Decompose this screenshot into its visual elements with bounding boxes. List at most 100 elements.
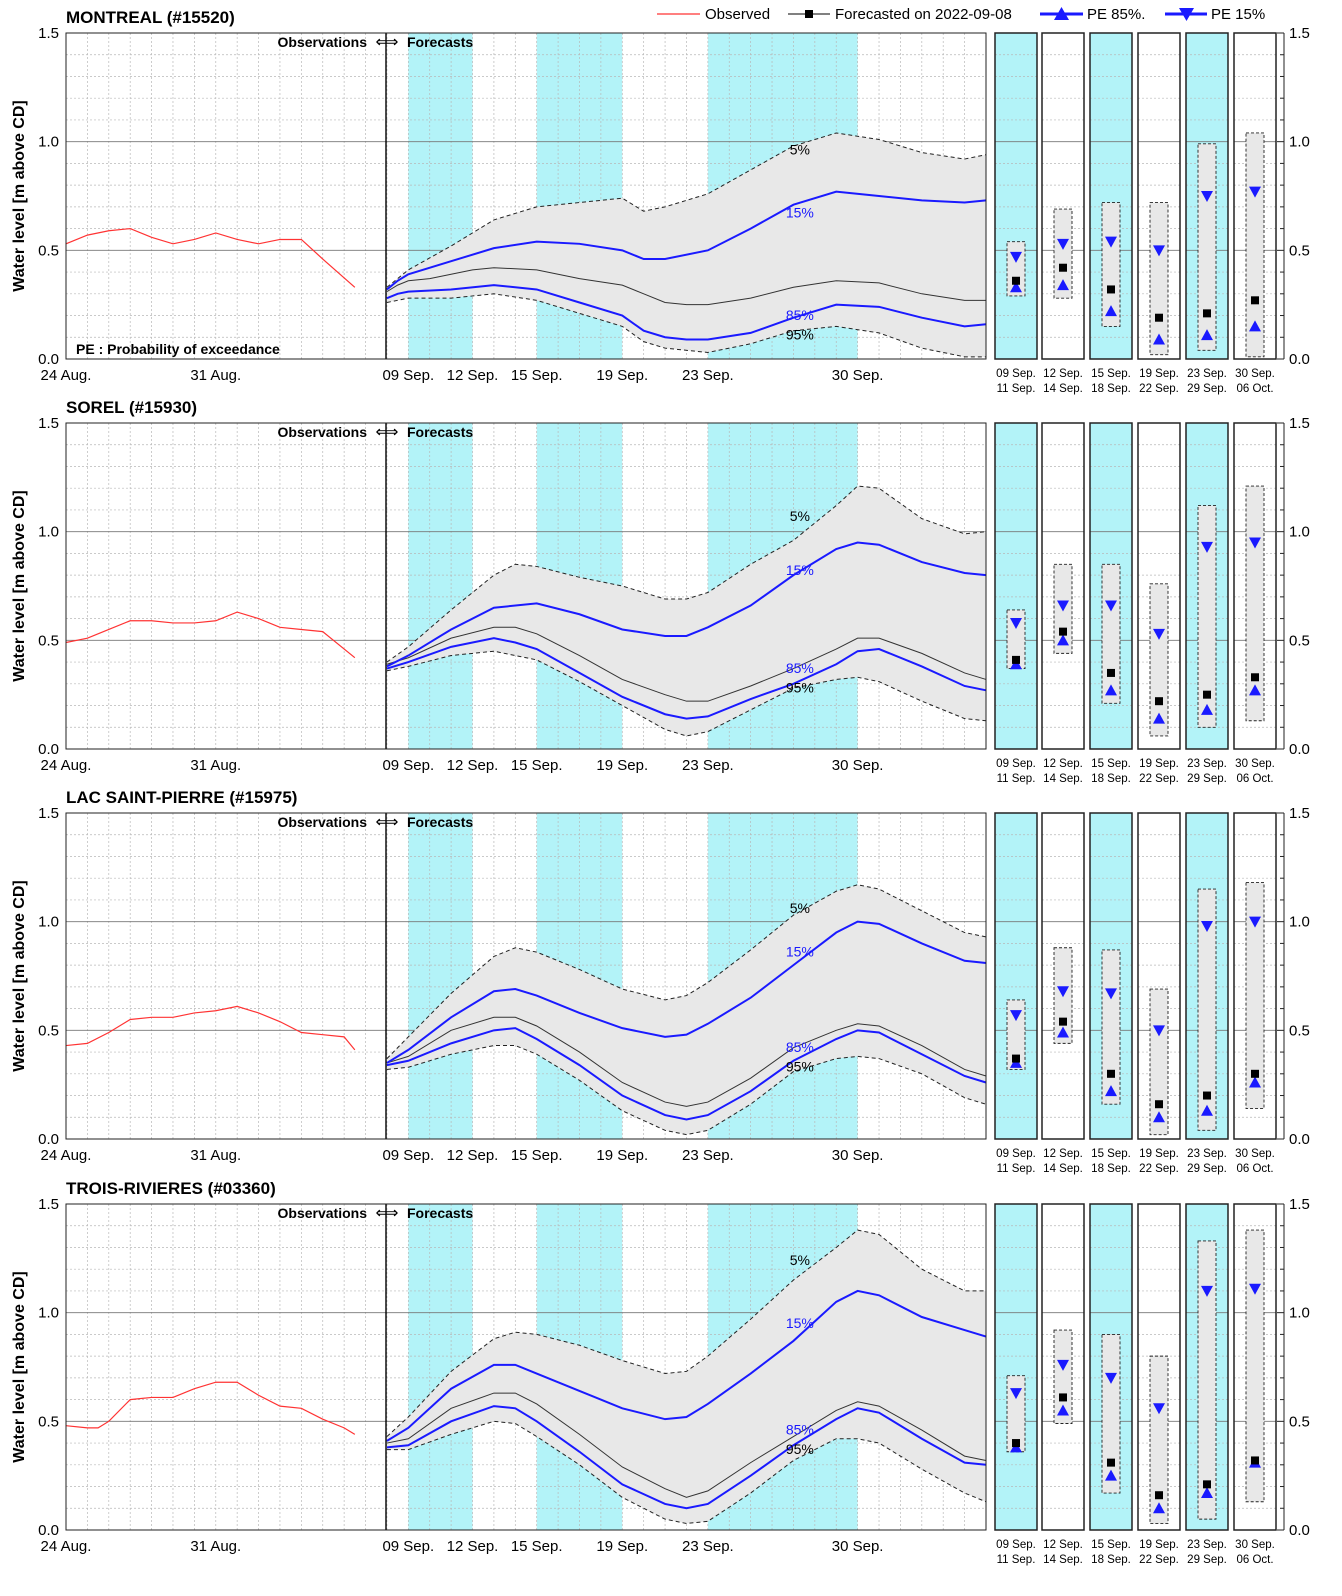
pe15-line xyxy=(386,541,987,668)
period-box-6: 30 Sep. 06 Oct. xyxy=(1233,1203,1277,1566)
legend-forecast-marker xyxy=(805,10,813,18)
period-shade xyxy=(995,1204,1037,1530)
label-pct85: 85% xyxy=(786,1039,814,1055)
period-pe85-marker xyxy=(1201,329,1213,341)
right-y-tick-label: 1.5 xyxy=(1289,805,1310,822)
period-box-2: 12 Sep. 14 Sep. xyxy=(1041,1203,1085,1566)
double-arrow-icon: ⟺ xyxy=(376,814,399,831)
period-range-box xyxy=(1101,563,1121,704)
right-y-tick-label: 1.5 xyxy=(1289,25,1310,42)
period-forecast-marker xyxy=(1251,1456,1259,1465)
legend-forecast-label: Forecasted on 2022-09-08 xyxy=(835,6,1012,23)
period-pe85-marker xyxy=(1201,1487,1213,1499)
period-box-4: 19 Sep. 22 Sep. xyxy=(1137,422,1181,785)
period-pe15-marker xyxy=(1057,238,1069,250)
forecasts-label: Forecasts xyxy=(407,424,473,440)
pe15-line xyxy=(386,190,987,291)
period-end-label: 18 Sep. xyxy=(1091,383,1131,395)
double-arrow-icon: ⟺ xyxy=(376,34,399,51)
period-box-6: 30 Sep. 06 Oct. xyxy=(1233,422,1277,785)
period-box-5: 23 Sep. 29 Sep. xyxy=(1185,812,1229,1175)
x-tick-label: 23 Sep. xyxy=(682,1538,734,1555)
forecast-line xyxy=(386,267,986,306)
main-axes-frame xyxy=(65,32,987,360)
right-y-tick-label: 0.5 xyxy=(1289,242,1310,259)
double-arrow-icon: ⟺ xyxy=(376,424,399,441)
period-range-box xyxy=(1197,1240,1217,1520)
period-start-label: 23 Sep. xyxy=(1187,368,1227,380)
label-pct5: 5% xyxy=(790,508,810,524)
pe85-line xyxy=(386,637,987,720)
x-tick-label: 15 Sep. xyxy=(511,1147,563,1164)
period-forecast-marker xyxy=(1012,655,1020,664)
x-tick-label: 09 Sep. xyxy=(382,367,434,384)
period-start-label: 19 Sep. xyxy=(1139,1148,1179,1160)
period-end-label: 18 Sep. xyxy=(1091,773,1131,785)
period-range-box xyxy=(1053,1329,1073,1424)
period-pe85-marker xyxy=(1153,1111,1165,1123)
right-y-tick-label: 0.0 xyxy=(1289,351,1310,368)
period-pe15-marker xyxy=(1010,251,1022,263)
main-axes-frame xyxy=(65,422,987,750)
pe5-line xyxy=(386,884,987,1059)
label-pct15: 15% xyxy=(786,562,814,578)
period-frame xyxy=(1041,32,1085,360)
forecasts-label: Forecasts xyxy=(407,34,473,50)
period-range-box xyxy=(1006,241,1026,297)
x-tick-label: 24 Aug. xyxy=(41,1147,92,1164)
period-range-box xyxy=(1053,208,1073,299)
forecast-period-shade xyxy=(408,813,473,1139)
panel-1: MONTREAL (#15520) Water level [m above CD… xyxy=(11,8,1310,395)
period-end-label: 18 Sep. xyxy=(1091,1554,1131,1566)
right-y-tick-label: 1.5 xyxy=(1289,415,1310,432)
period-frame xyxy=(1137,812,1181,1140)
period-box-3: 15 Sep. 18 Sep. xyxy=(1089,1203,1133,1566)
period-frame xyxy=(1185,812,1229,1140)
period-box-1: 09 Sep. 11 Sep. xyxy=(994,422,1038,785)
period-pe85-marker xyxy=(1057,634,1069,646)
period-start-label: 30 Sep. xyxy=(1235,1539,1275,1551)
label-pct85: 85% xyxy=(786,307,814,323)
x-tick-label: 23 Sep. xyxy=(682,367,734,384)
period-pe85-marker xyxy=(1105,1469,1117,1481)
period-pe15-marker xyxy=(1153,1403,1165,1415)
forecast-line xyxy=(386,1016,987,1107)
right-y-tick-label: 0.5 xyxy=(1289,1022,1310,1039)
legend-pe85-marker xyxy=(1054,7,1069,20)
forecast-line xyxy=(386,626,987,702)
pe95-line xyxy=(386,650,987,737)
x-tick-label: 24 Aug. xyxy=(41,367,92,384)
x-tick-label: 31 Aug. xyxy=(190,1147,241,1164)
observed-line xyxy=(65,227,356,288)
period-pe15-marker xyxy=(1010,617,1022,629)
y-tick-label: 1.5 xyxy=(38,1196,59,1213)
x-tick-label: 12 Sep. xyxy=(447,1147,499,1164)
period-forecast-marker xyxy=(1203,1480,1211,1489)
period-pe15-marker xyxy=(1105,1372,1117,1384)
observations-label: Observations xyxy=(278,34,368,50)
period-pe15-marker xyxy=(1201,191,1213,202)
period-end-label: 11 Sep. xyxy=(997,383,1036,395)
period-end-label: 18 Sep. xyxy=(1091,1163,1131,1175)
label-pct5: 5% xyxy=(790,900,810,916)
observed-line xyxy=(65,611,356,659)
period-pe15-marker xyxy=(1105,236,1117,248)
period-box-5: 23 Sep. 29 Sep. xyxy=(1185,1203,1229,1566)
period-range-box xyxy=(1245,882,1265,1110)
period-range-box xyxy=(1197,143,1217,351)
double-arrow-icon: ⟺ xyxy=(376,1205,399,1222)
period-range-box xyxy=(1197,505,1217,728)
period-frame xyxy=(994,812,1038,1140)
x-tick-label: 15 Sep. xyxy=(511,757,563,774)
pe95-line xyxy=(386,1045,987,1136)
x-tick-label: 30 Sep. xyxy=(832,367,884,384)
period-frame xyxy=(1233,422,1277,750)
period-end-label: 29 Sep. xyxy=(1187,773,1227,785)
y-tick-label: 0.0 xyxy=(38,351,59,368)
y-tick-label: 1.0 xyxy=(38,524,59,541)
period-pe85-marker xyxy=(1153,712,1165,724)
period-pe85-marker xyxy=(1010,281,1022,293)
label-pct15: 15% xyxy=(786,943,814,959)
observed-line xyxy=(65,1381,356,1435)
period-range-box xyxy=(1245,485,1265,722)
